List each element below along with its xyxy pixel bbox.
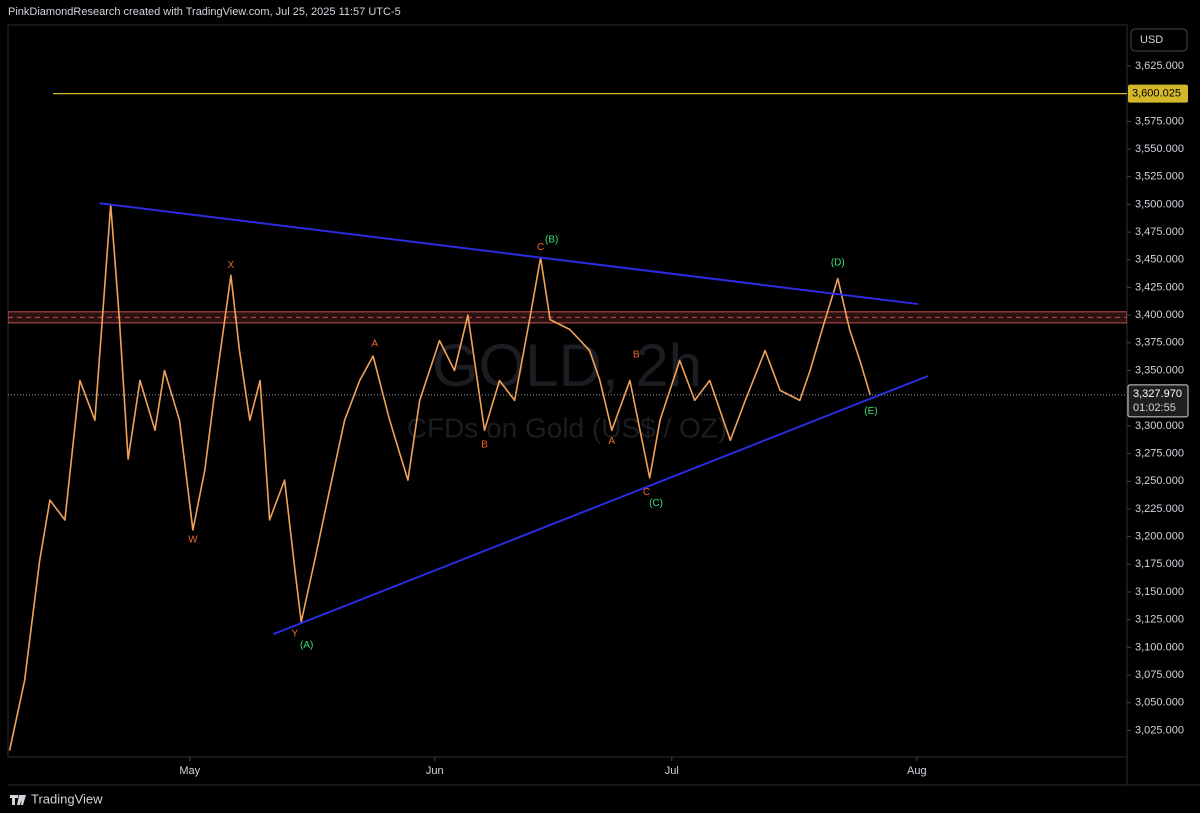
currency-label[interactable]: USD [1140, 34, 1163, 46]
wave-label: B [633, 350, 640, 361]
y-tick-label: 3,625.000 [1135, 60, 1184, 72]
watermark-description: CFDs on Gold (US$ / OZ) [407, 412, 728, 443]
y-tick-label: 3,550.000 [1135, 143, 1184, 155]
y-tick-label: 3,100.000 [1135, 641, 1184, 653]
y-tick-label: 3,575.000 [1135, 115, 1184, 127]
y-tick-label: 3,050.000 [1135, 697, 1184, 709]
y-tick-label: 3,125.000 [1135, 614, 1184, 626]
last-price-label: 3,327.970 [1133, 388, 1182, 400]
wave-label: (D) [831, 258, 845, 269]
x-tick-label: Jun [426, 765, 444, 777]
wave-label: C [537, 242, 544, 253]
y-tick-label: 3,225.000 [1135, 503, 1184, 515]
logo-icon [10, 795, 26, 805]
y-tick-label: 3,350.000 [1135, 364, 1184, 376]
wave-label: B [481, 439, 488, 450]
wave-label: (C) [649, 498, 663, 509]
y-tick-label: 3,300.000 [1135, 420, 1184, 432]
wave-label: C [643, 487, 650, 498]
currency-button[interactable] [1130, 28, 1188, 52]
y-tick-label: 3,075.000 [1135, 669, 1184, 681]
hline-price-label: 3,600.025 [1132, 88, 1181, 100]
x-tick-label: May [179, 765, 200, 777]
trendline [273, 375, 929, 636]
x-tick-label: Jul [665, 765, 679, 777]
y-tick-label: 3,175.000 [1135, 558, 1184, 570]
x-tick-label: Aug [907, 765, 927, 777]
y-tick-label: 3,425.000 [1135, 281, 1184, 293]
y-tick-label: 3,450.000 [1135, 254, 1184, 266]
wave-label: A [608, 436, 615, 447]
header-text: PinkDiamondResearch created with Trading… [8, 6, 401, 18]
watermark-symbol: GOLD, 2h [432, 332, 702, 399]
wave-label: X [228, 260, 235, 271]
wave-label: (E) [864, 406, 877, 417]
y-tick-label: 3,500.000 [1135, 198, 1184, 210]
y-tick-label: 3,025.000 [1135, 724, 1184, 736]
y-tick-label: 3,475.000 [1135, 226, 1184, 238]
y-tick-label: 3,200.000 [1135, 531, 1184, 543]
trendline [99, 202, 919, 306]
y-tick-label: 3,150.000 [1135, 586, 1184, 598]
wave-label: W [188, 535, 198, 546]
plot-area [8, 93, 1127, 751]
y-tick-label: 3,400.000 [1135, 309, 1184, 321]
footer-text: TradingView [31, 791, 103, 806]
wave-label: A [371, 339, 378, 350]
hline-price-tag [1128, 84, 1188, 103]
wave-label: (A) [300, 640, 313, 651]
y-tick-label: 3,525.000 [1135, 171, 1184, 183]
wave-label: (B) [545, 234, 558, 245]
y-tick-label: 3,275.000 [1135, 447, 1184, 459]
price-line [8, 203, 871, 751]
y-tick-label: 3,375.000 [1135, 337, 1184, 349]
last-price-tag [1127, 384, 1189, 418]
logo: TradingView [10, 791, 103, 806]
wave-label: Y [292, 629, 299, 640]
y-tick-label: 3,250.000 [1135, 475, 1184, 487]
countdown-label: 01:02:55 [1133, 402, 1176, 414]
